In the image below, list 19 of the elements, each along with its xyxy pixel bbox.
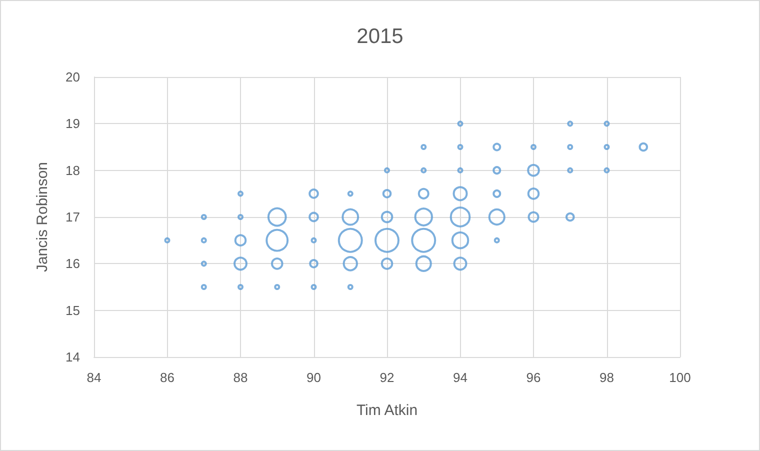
chart-title: 2015	[356, 25, 404, 48]
y-tick-label: 20	[66, 70, 80, 84]
y-tick-label: 15	[66, 302, 80, 318]
x-tick-label: 86	[160, 370, 174, 385]
y-axis-title: Jancis Robinson	[34, 162, 51, 272]
x-tick-label: 92	[380, 370, 394, 385]
x-tick-label: 94	[453, 370, 468, 385]
y-tick-label: 17	[66, 210, 80, 224]
y-tick-label: 14	[66, 350, 80, 364]
x-axis-title: Tim Atkin	[356, 402, 418, 419]
y-tick-label: 16	[66, 256, 80, 272]
y-tick-label: 18	[66, 162, 80, 178]
x-tick-label: 96	[526, 370, 541, 385]
y-tick-label: 19	[66, 116, 80, 132]
x-tick-label: 84	[86, 370, 102, 385]
x-tick-label: 90	[306, 370, 321, 385]
x-tick-label: 88	[233, 370, 248, 385]
x-tick-label: 98	[600, 370, 614, 385]
x-tick-label: 100	[669, 370, 691, 385]
